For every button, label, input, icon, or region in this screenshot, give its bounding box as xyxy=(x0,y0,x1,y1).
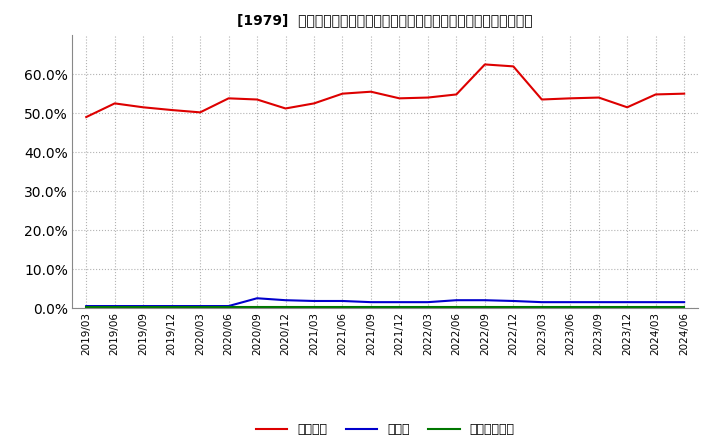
繰延税金資産 xyxy=(82,304,91,309)
自己資本 xyxy=(423,95,432,100)
のれん xyxy=(366,300,375,305)
自己資本 xyxy=(310,101,318,106)
繰延税金資産 xyxy=(196,304,204,309)
のれん xyxy=(338,298,347,304)
繰延税金資産 xyxy=(225,304,233,309)
自己資本 xyxy=(366,89,375,94)
自己資本 xyxy=(110,101,119,106)
自己資本 xyxy=(652,92,660,97)
自己資本 xyxy=(452,92,461,97)
繰延税金資産 xyxy=(167,304,176,309)
自己資本 xyxy=(82,114,91,120)
Title: [1979]  自己資本、のれん、繰延税金資産の総資産に対する比率の推移: [1979] 自己資本、のれん、繰延税金資産の総資産に対する比率の推移 xyxy=(238,13,533,27)
繰延税金資産 xyxy=(310,304,318,309)
繰延税金資産 xyxy=(139,304,148,309)
のれん xyxy=(537,300,546,305)
繰延税金資産 xyxy=(566,304,575,309)
のれん xyxy=(253,296,261,301)
自己資本 xyxy=(395,95,404,101)
繰延税金資産 xyxy=(480,304,489,309)
繰延税金資産 xyxy=(423,304,432,309)
のれん xyxy=(423,300,432,305)
自己資本 xyxy=(139,105,148,110)
のれん xyxy=(139,304,148,309)
のれん xyxy=(167,304,176,309)
繰延税金資産 xyxy=(537,304,546,309)
自己資本 xyxy=(338,91,347,96)
のれん xyxy=(225,304,233,309)
繰延税金資産 xyxy=(253,304,261,309)
自己資本 xyxy=(196,110,204,115)
のれん xyxy=(595,300,603,305)
自己資本 xyxy=(566,95,575,101)
自己資本 xyxy=(623,105,631,110)
自己資本 xyxy=(167,107,176,113)
のれん xyxy=(509,298,518,304)
のれん xyxy=(566,300,575,305)
のれん xyxy=(452,297,461,303)
のれん xyxy=(310,298,318,304)
自己資本 xyxy=(680,91,688,96)
繰延税金資産 xyxy=(652,304,660,309)
のれん xyxy=(110,304,119,309)
のれん xyxy=(480,297,489,303)
繰延税金資産 xyxy=(623,304,631,309)
繰延税金資産 xyxy=(110,304,119,309)
のれん xyxy=(652,300,660,305)
Line: のれん: のれん xyxy=(86,298,684,306)
のれん xyxy=(680,300,688,305)
繰延税金資産 xyxy=(452,304,461,309)
自己資本 xyxy=(282,106,290,111)
のれん xyxy=(196,304,204,309)
繰延税金資産 xyxy=(595,304,603,309)
自己資本 xyxy=(225,95,233,101)
Line: 自己資本: 自己資本 xyxy=(86,64,684,117)
繰延税金資産 xyxy=(282,304,290,309)
繰延税金資産 xyxy=(509,304,518,309)
のれん xyxy=(82,304,91,309)
自己資本 xyxy=(595,95,603,100)
繰延税金資産 xyxy=(366,304,375,309)
自己資本 xyxy=(480,62,489,67)
のれん xyxy=(395,300,404,305)
自己資本 xyxy=(253,97,261,102)
繰延税金資産 xyxy=(680,304,688,309)
Legend: 自己資本, のれん, 繰延税金資産: 自己資本, のれん, 繰延税金資産 xyxy=(251,418,520,440)
繰延税金資産 xyxy=(395,304,404,309)
自己資本 xyxy=(509,64,518,69)
のれん xyxy=(623,300,631,305)
繰延税金資産 xyxy=(338,304,347,309)
のれん xyxy=(282,297,290,303)
自己資本 xyxy=(537,97,546,102)
